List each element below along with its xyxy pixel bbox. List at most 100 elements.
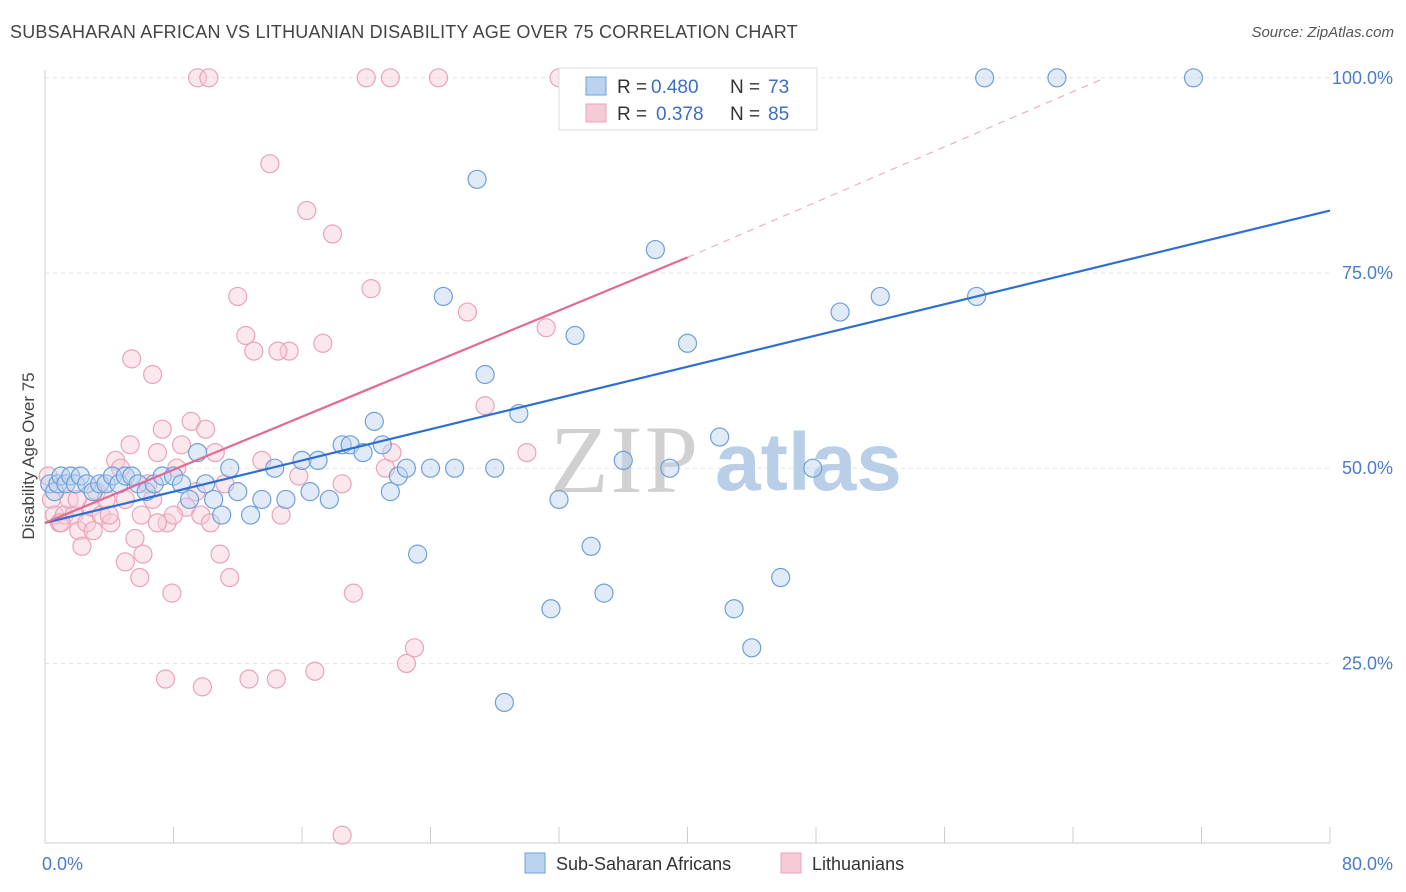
lithuanians-point-47: [279, 341, 299, 361]
y-tick-label-0: 25.0%: [1342, 653, 1393, 673]
lithuanians-point-55: [343, 583, 363, 603]
lithuanians-point-42: [244, 341, 264, 361]
lithuanians-point-58: [382, 442, 402, 463]
subsaharan-point-57: [581, 536, 601, 556]
lithuanians-point-51: [313, 333, 333, 353]
subsaharan-trend-line: [44, 209, 1331, 524]
legend-swatch-blue: [585, 76, 607, 96]
subsaharan-point-62: [677, 333, 698, 353]
subsaharan-point-71: [975, 68, 995, 88]
lithuanians-point-73: [155, 669, 176, 689]
subsaharan-point-44: [396, 458, 417, 478]
lithuanians-point-53: [332, 474, 352, 494]
subsaharan-point-22: [179, 489, 200, 510]
subsaharan-point-27: [220, 458, 240, 478]
y-axis-label: Disability Age Over 75: [19, 372, 38, 539]
lithuanians-point-52: [322, 224, 343, 244]
series-legend: Sub-Saharan Africans Lithuanians: [524, 852, 904, 874]
lithuanians-point-19: [125, 528, 145, 549]
y-tick-label-2: 75.0%: [1342, 263, 1393, 283]
lithuanians-point-80: [99, 505, 119, 525]
subsaharan-point-54: [541, 599, 561, 619]
subsaharan-point-48: [444, 458, 465, 478]
lithuanians-point-54: [332, 825, 352, 845]
lithuanians-point-21: [133, 544, 153, 564]
x-tick-labels: 0.0% 80.0%: [42, 854, 1393, 874]
lithuanians-point-49: [297, 200, 317, 221]
lithuanians-point-37: [210, 544, 230, 564]
lithuanians-point-17: [115, 552, 135, 572]
x-tick-label-0: 0.0%: [42, 854, 83, 874]
legend-n-label-1: N =: [730, 77, 760, 98]
subsaharan-point-60: [645, 239, 665, 260]
lithuanians-point-71: [428, 68, 449, 88]
subsaharan-point-30: [252, 489, 272, 510]
subsaharan-point-45: [408, 544, 428, 564]
lithuanians-trend-line: [44, 256, 688, 524]
subsaharan-point-7: [70, 466, 90, 486]
lithuanians-point-59: [396, 653, 417, 674]
subsaharan-point-69: [870, 286, 890, 307]
subsaharan-point-56: [565, 325, 585, 346]
legend-r-label-2: R =: [617, 104, 647, 125]
correlation-legend: R = 0.480 N = 73 R = 0.378 N = 85: [558, 67, 818, 131]
y-tick-label-1: 50.0%: [1342, 458, 1393, 478]
subsaharan-point-72: [1047, 68, 1067, 88]
lithuanians-point-63: [517, 442, 537, 463]
subsaharan-point-28: [228, 482, 248, 502]
lithuanians-point-82: [131, 505, 151, 525]
subsaharan-point-50: [475, 364, 495, 385]
lithuanians-point-20: [130, 567, 150, 588]
subsaharan-point-25: [204, 489, 224, 510]
lithuanians-point-44: [260, 154, 280, 174]
subsaharan-point-40: [364, 411, 384, 431]
subsaharan-point-26: [212, 505, 232, 525]
lithuanians-point-24: [147, 442, 168, 463]
lithuanians-point-70: [380, 68, 400, 88]
lithuanians-point-45: [266, 669, 286, 689]
lithuanians-point-62: [475, 396, 495, 416]
lithuanians-point-29: [171, 435, 192, 455]
subsaharan-point-47: [433, 286, 453, 307]
lithuanians-points: [38, 68, 569, 845]
y-tick-labels: 25.0% 50.0% 75.0% 100.0%: [1332, 68, 1393, 674]
subsaharan-point-59: [613, 450, 633, 471]
lithuanians-point-75: [239, 669, 259, 689]
legend-r-value-2: 0.378: [656, 104, 704, 125]
subsaharan-points: [40, 68, 1204, 713]
subsaharan-point-63: [710, 427, 730, 447]
lithuanians-point-8: [72, 536, 92, 556]
lithuanians-point-34: [196, 419, 216, 439]
legend-r-label-1: R =: [617, 77, 647, 98]
subsaharan-point-66: [771, 567, 791, 588]
subsaharan-point-51: [485, 458, 505, 478]
subsaharan-point-65: [742, 638, 762, 658]
lithuanians-point-56: [361, 279, 381, 299]
lithuanians-point-39: [220, 567, 240, 588]
subsaharan-point-36: [319, 489, 339, 510]
series-swatch-blue: [524, 852, 546, 874]
lithuanians-point-27: [162, 583, 182, 603]
lithuanians-point-76: [268, 341, 288, 361]
subsaharan-point-42: [380, 482, 400, 502]
subsaharan-point-32: [276, 489, 296, 510]
watermark-atlas: atlas: [715, 417, 902, 508]
legend-n-label-2: N =: [730, 104, 760, 125]
trend-lines: [44, 77, 1331, 524]
lithuanians-point-66: [143, 364, 163, 385]
legend-n-value-2: 85: [768, 104, 789, 125]
lithuanians-point-61: [457, 302, 478, 322]
lithuanians-trend-extension: [687, 77, 1106, 258]
chart-title: SUBSAHARAN AFRICAN VS LITHUANIAN DISABIL…: [10, 22, 798, 42]
subsaharan-point-73: [1183, 68, 1204, 88]
lithuanians-point-18: [120, 435, 140, 455]
subsaharan-point-55: [549, 489, 569, 510]
lithuanians-point-25: [152, 419, 172, 439]
legend-swatch-pink: [585, 103, 607, 123]
legend-n-value-1: 73: [768, 77, 789, 98]
series-label-lithuanians: Lithuanians: [812, 854, 904, 874]
subsaharan-point-34: [300, 482, 320, 502]
subsaharan-point-49: [467, 169, 487, 189]
lithuanians-point-65: [122, 349, 142, 369]
